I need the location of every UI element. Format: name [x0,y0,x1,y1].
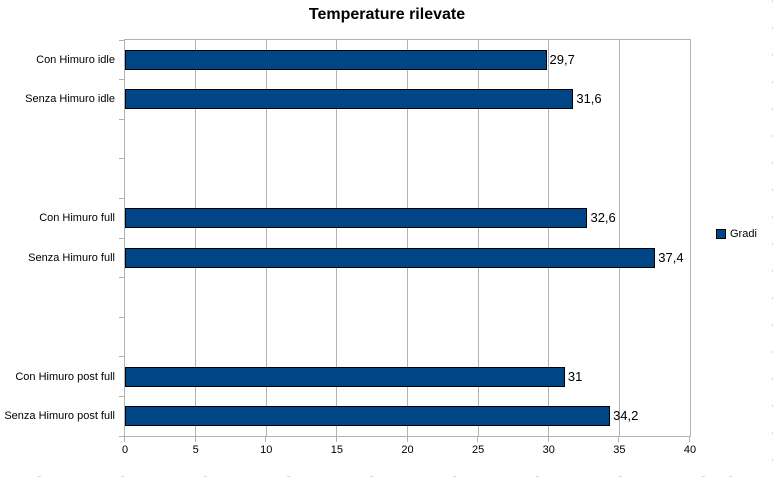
category-label: Senza Himuro idle [25,93,115,106]
category-label: Con Himuro full [39,212,115,225]
x-axis-label-15: 15 [330,444,343,456]
category-label: Senza Himuro post full [4,410,115,423]
bar-con-himuro-full [125,208,588,229]
x-axis-label-20: 20 [401,444,414,456]
x-axis-tick-30 [547,437,549,442]
x-axis-label-35: 35 [613,444,626,456]
x-axis-tick-5 [194,437,196,442]
category-label: Con Himuro idle [36,53,115,66]
legend: Gradi [716,228,757,240]
x-axis-tick-15 [335,437,337,442]
gridline-x-10 [265,40,267,436]
category-label: Senza Himuro full [28,251,115,264]
bar-con-himuro-idle [125,49,547,70]
gridline-x-30 [548,40,550,436]
x-axis-tick-25 [477,437,479,442]
x-axis-tick-10 [265,437,267,442]
gridline-x-25 [477,40,479,436]
x-axis-label-30: 30 [542,444,555,456]
x-axis-label-25: 25 [472,444,485,456]
value-label: 29,7 [549,51,575,67]
legend-label: Gradi [730,228,757,240]
gridline-x-20 [407,40,408,436]
y-axis-tick-9 [119,395,124,397]
y-axis-tick-7 [119,316,124,318]
gridline-x-15 [336,40,338,436]
value-label: 32,6 [590,210,616,226]
legend-swatch-icon [716,229,726,239]
y-axis-tick-10 [119,435,124,437]
category-label: Con Himuro post full [15,370,115,383]
y-axis-tick-6 [119,277,124,279]
y-axis-tick-2 [119,118,124,120]
y-axis-tick-0 [119,39,124,41]
spreadsheet-gridline-artifact-bottom [0,476,774,477]
x-axis-tick-0 [124,437,125,442]
x-axis-label-40: 40 [683,444,697,456]
x-axis-label-5: 5 [192,444,199,456]
bar-con-himuro-post-full [125,366,565,387]
value-label: 34,2 [613,408,639,424]
gridline-x-5 [195,40,197,436]
bar-senza-himuro-full [125,247,656,268]
value-label: 37,4 [658,249,684,265]
gridline-x-35 [618,40,620,436]
x-axis-tick-20 [406,437,408,442]
bar-senza-himuro-post-full [125,406,611,427]
spreadsheet-gridline-artifact-right [772,0,773,478]
y-axis-tick-5 [119,237,124,239]
value-label: 31,6 [576,91,602,107]
y-axis-tick-3 [119,158,124,160]
value-label: 31 [567,368,583,384]
y-axis-tick-4 [119,197,124,199]
chart-title: Temperature rilevate [308,6,466,23]
x-axis-tick-35 [618,437,620,442]
y-axis-tick-1 [119,79,124,81]
x-axis-tick-40 [689,437,690,442]
bar-senza-himuro-idle [125,89,574,110]
y-axis-tick-8 [119,356,124,358]
x-axis-label-10: 10 [260,444,273,456]
x-axis-label-0: 0 [121,444,129,456]
